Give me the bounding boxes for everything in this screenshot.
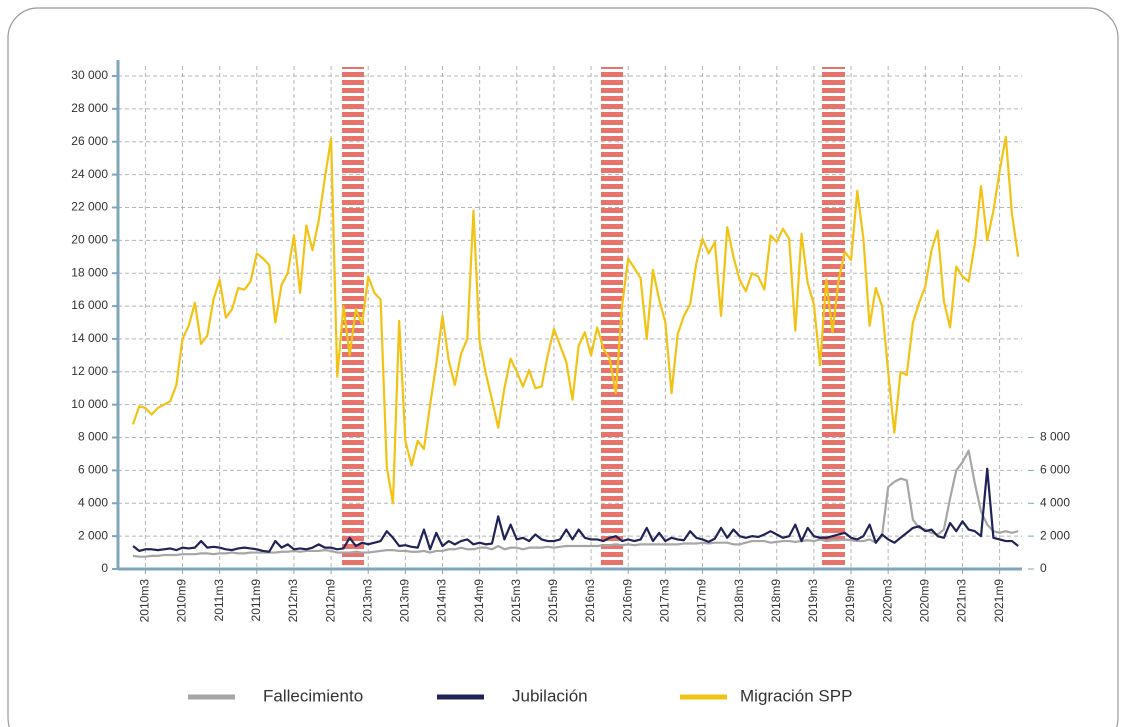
x-tick-label: 2015m3: [509, 579, 523, 623]
x-tick-label: 2012m3: [286, 579, 300, 623]
shaded-period: [601, 67, 623, 569]
x-tick-label: 2011m9: [249, 579, 263, 622]
x-tick-label: 2020m3: [880, 579, 894, 623]
x-tick-label: 2018m3: [732, 579, 746, 623]
y-tick-label: 22 000: [71, 200, 108, 214]
y-tick-label: 0: [101, 561, 108, 575]
y2-tick-label: 2 000: [1040, 528, 1070, 542]
x-tick-label: 2011m3: [212, 579, 226, 622]
y-tick-label: 6 000: [78, 463, 108, 477]
x-tick-label: 2014m3: [435, 579, 449, 623]
series-line: [132, 449, 1019, 558]
y-tick-label: 28 000: [71, 101, 108, 115]
x-tick-label: 2016m9: [620, 579, 634, 623]
x-tick-label: 2019m3: [806, 579, 820, 623]
x-tick-label: 2010m3: [138, 579, 152, 623]
y-tick-label: 24 000: [71, 167, 108, 181]
series-line: [131, 135, 1020, 505]
y-tick-label: 2 000: [78, 528, 108, 542]
legend-label: Fallecimiento: [263, 686, 363, 705]
x-tick-label: 2016m3: [583, 579, 597, 623]
x-tick-label: 2014m9: [472, 579, 486, 623]
y-tick-label: 16 000: [71, 298, 108, 312]
x-tick-label: 2010m9: [175, 579, 189, 623]
legend-label: Jubilación: [512, 686, 588, 705]
x-tick-label: 2012m9: [323, 579, 337, 623]
y-tick-label: 14 000: [71, 331, 108, 345]
x-tick-label: 2021m9: [992, 579, 1006, 623]
legend-label: Migración SPP: [740, 686, 852, 705]
shaded-period: [342, 67, 364, 569]
y2-tick-label: 0: [1040, 561, 1047, 575]
x-tick-label: 2017m3: [658, 579, 672, 623]
y-tick-label: 12 000: [71, 364, 108, 378]
x-tick-label: 2020m9: [917, 579, 931, 623]
series-line: [132, 467, 1019, 553]
x-tick-label: 2013m3: [360, 579, 374, 623]
x-tick-label: 2013m9: [398, 579, 412, 623]
x-tick-label: 2017m9: [695, 579, 709, 623]
y-tick-label: 26 000: [71, 134, 108, 148]
x-tick-label: 2018m9: [769, 579, 783, 623]
x-tick-label: 2015m9: [546, 579, 560, 623]
y-tick-label: 30 000: [71, 68, 108, 82]
y-tick-label: 4 000: [78, 495, 108, 509]
y2-tick-label: 4 000: [1040, 495, 1070, 509]
y-tick-label: 18 000: [71, 265, 108, 279]
y-tick-label: 20 000: [71, 233, 108, 247]
y2-tick-label: 6 000: [1040, 463, 1070, 477]
x-tick-label: 2021m3: [955, 579, 969, 623]
x-tick-label: 2019m9: [843, 579, 857, 623]
y-tick-label: 8 000: [78, 430, 108, 444]
y2-tick-label: 8 000: [1040, 430, 1070, 444]
y-tick-label: 10 000: [71, 397, 108, 411]
